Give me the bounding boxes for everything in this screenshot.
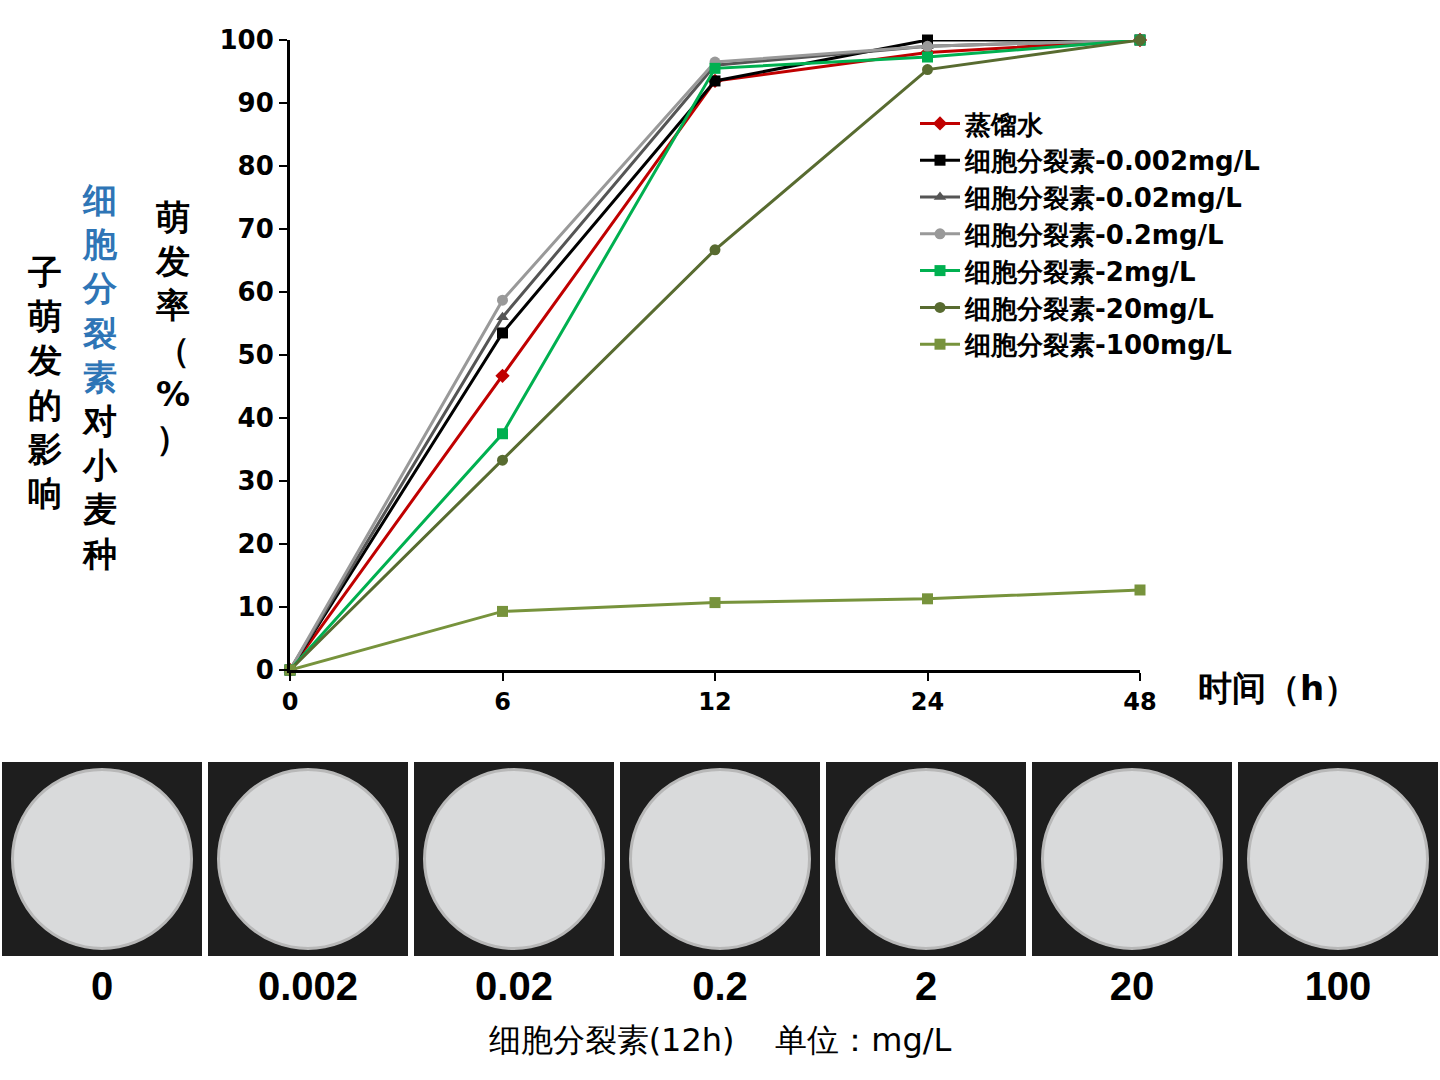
svg-text:6: 6 — [494, 688, 511, 716]
svg-text:12: 12 — [698, 688, 731, 716]
svg-text:30: 30 — [238, 466, 274, 496]
html-text:0.002: 0.002 — [257, 964, 358, 1008]
svg-text:0: 0 — [256, 655, 274, 685]
svg-text:细胞分裂素-100mg/L: 细胞分裂素-100mg/L — [964, 330, 1232, 360]
svg-text:蒸馏水: 蒸馏水 — [964, 110, 1044, 140]
svg-text:细胞分裂素-0.2mg/L: 细胞分裂素-0.2mg/L — [964, 220, 1224, 250]
svg-text:0: 0 — [282, 688, 299, 716]
html-text:细胞分裂素(12h) 单位：mg/L: 细胞分裂素(12h) 单位：mg/L — [488, 1021, 952, 1059]
svg-text:细胞分裂素对小麦种: 细胞分裂素对小麦种 — [82, 180, 118, 574]
html-text:100: 100 — [1304, 964, 1372, 1008]
svg-text:100: 100 — [220, 25, 274, 55]
svg-text:70: 70 — [238, 214, 274, 244]
svg-text:细胞分裂素-0.02mg/L: 细胞分裂素-0.02mg/L — [964, 183, 1242, 213]
html-text:0.2: 0.2 — [692, 964, 748, 1008]
svg-text:萌发率（%）: 萌发率（%） — [155, 197, 190, 458]
svg-text:60: 60 — [238, 277, 274, 307]
html-text:0.02: 0.02 — [475, 964, 553, 1008]
svg-text:细胞分裂素-2mg/L: 细胞分裂素-2mg/L — [964, 257, 1196, 287]
html-text:0: 0 — [90, 964, 114, 1008]
html-text:2: 2 — [914, 964, 938, 1008]
svg-text:细胞分裂素-0.002mg/L: 细胞分裂素-0.002mg/L — [964, 146, 1260, 176]
svg-text:80: 80 — [238, 151, 274, 181]
svg-text:10: 10 — [238, 592, 274, 622]
svg-text:子萌发的影响: 子萌发的影响 — [27, 252, 62, 513]
svg-text:90: 90 — [238, 88, 274, 118]
svg-text:24: 24 — [911, 688, 944, 716]
html-text:20: 20 — [1109, 964, 1155, 1008]
svg-text:时间（h）: 时间（h） — [1198, 668, 1358, 708]
svg-text:48: 48 — [1123, 688, 1156, 716]
svg-text:细胞分裂素-20mg/L: 细胞分裂素-20mg/L — [964, 294, 1214, 324]
svg-text:40: 40 — [238, 403, 274, 433]
svg-text:20: 20 — [238, 529, 274, 559]
svg-text:50: 50 — [238, 340, 274, 370]
